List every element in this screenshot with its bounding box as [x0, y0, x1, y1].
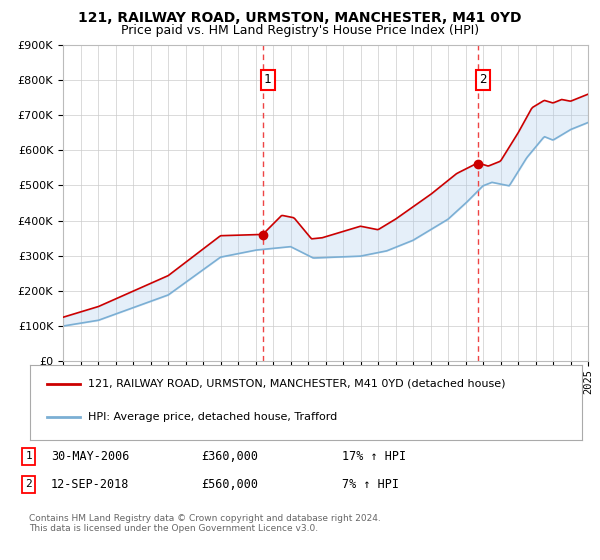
Text: £560,000: £560,000 — [201, 478, 258, 491]
Text: Contains HM Land Registry data © Crown copyright and database right 2024.
This d: Contains HM Land Registry data © Crown c… — [29, 514, 380, 534]
Text: 2: 2 — [479, 73, 487, 86]
Text: 2: 2 — [25, 479, 32, 489]
Text: 121, RAILWAY ROAD, URMSTON, MANCHESTER, M41 0YD: 121, RAILWAY ROAD, URMSTON, MANCHESTER, … — [78, 11, 522, 25]
Text: Price paid vs. HM Land Registry's House Price Index (HPI): Price paid vs. HM Land Registry's House … — [121, 24, 479, 36]
Text: 1: 1 — [25, 451, 32, 461]
Text: £360,000: £360,000 — [201, 450, 258, 463]
Text: 17% ↑ HPI: 17% ↑ HPI — [342, 450, 406, 463]
Text: 12-SEP-2018: 12-SEP-2018 — [51, 478, 130, 491]
Text: HPI: Average price, detached house, Trafford: HPI: Average price, detached house, Traf… — [88, 412, 337, 422]
Text: 7% ↑ HPI: 7% ↑ HPI — [342, 478, 399, 491]
Text: 1: 1 — [264, 73, 271, 86]
Text: 121, RAILWAY ROAD, URMSTON, MANCHESTER, M41 0YD (detached house): 121, RAILWAY ROAD, URMSTON, MANCHESTER, … — [88, 379, 505, 389]
Text: 30-MAY-2006: 30-MAY-2006 — [51, 450, 130, 463]
